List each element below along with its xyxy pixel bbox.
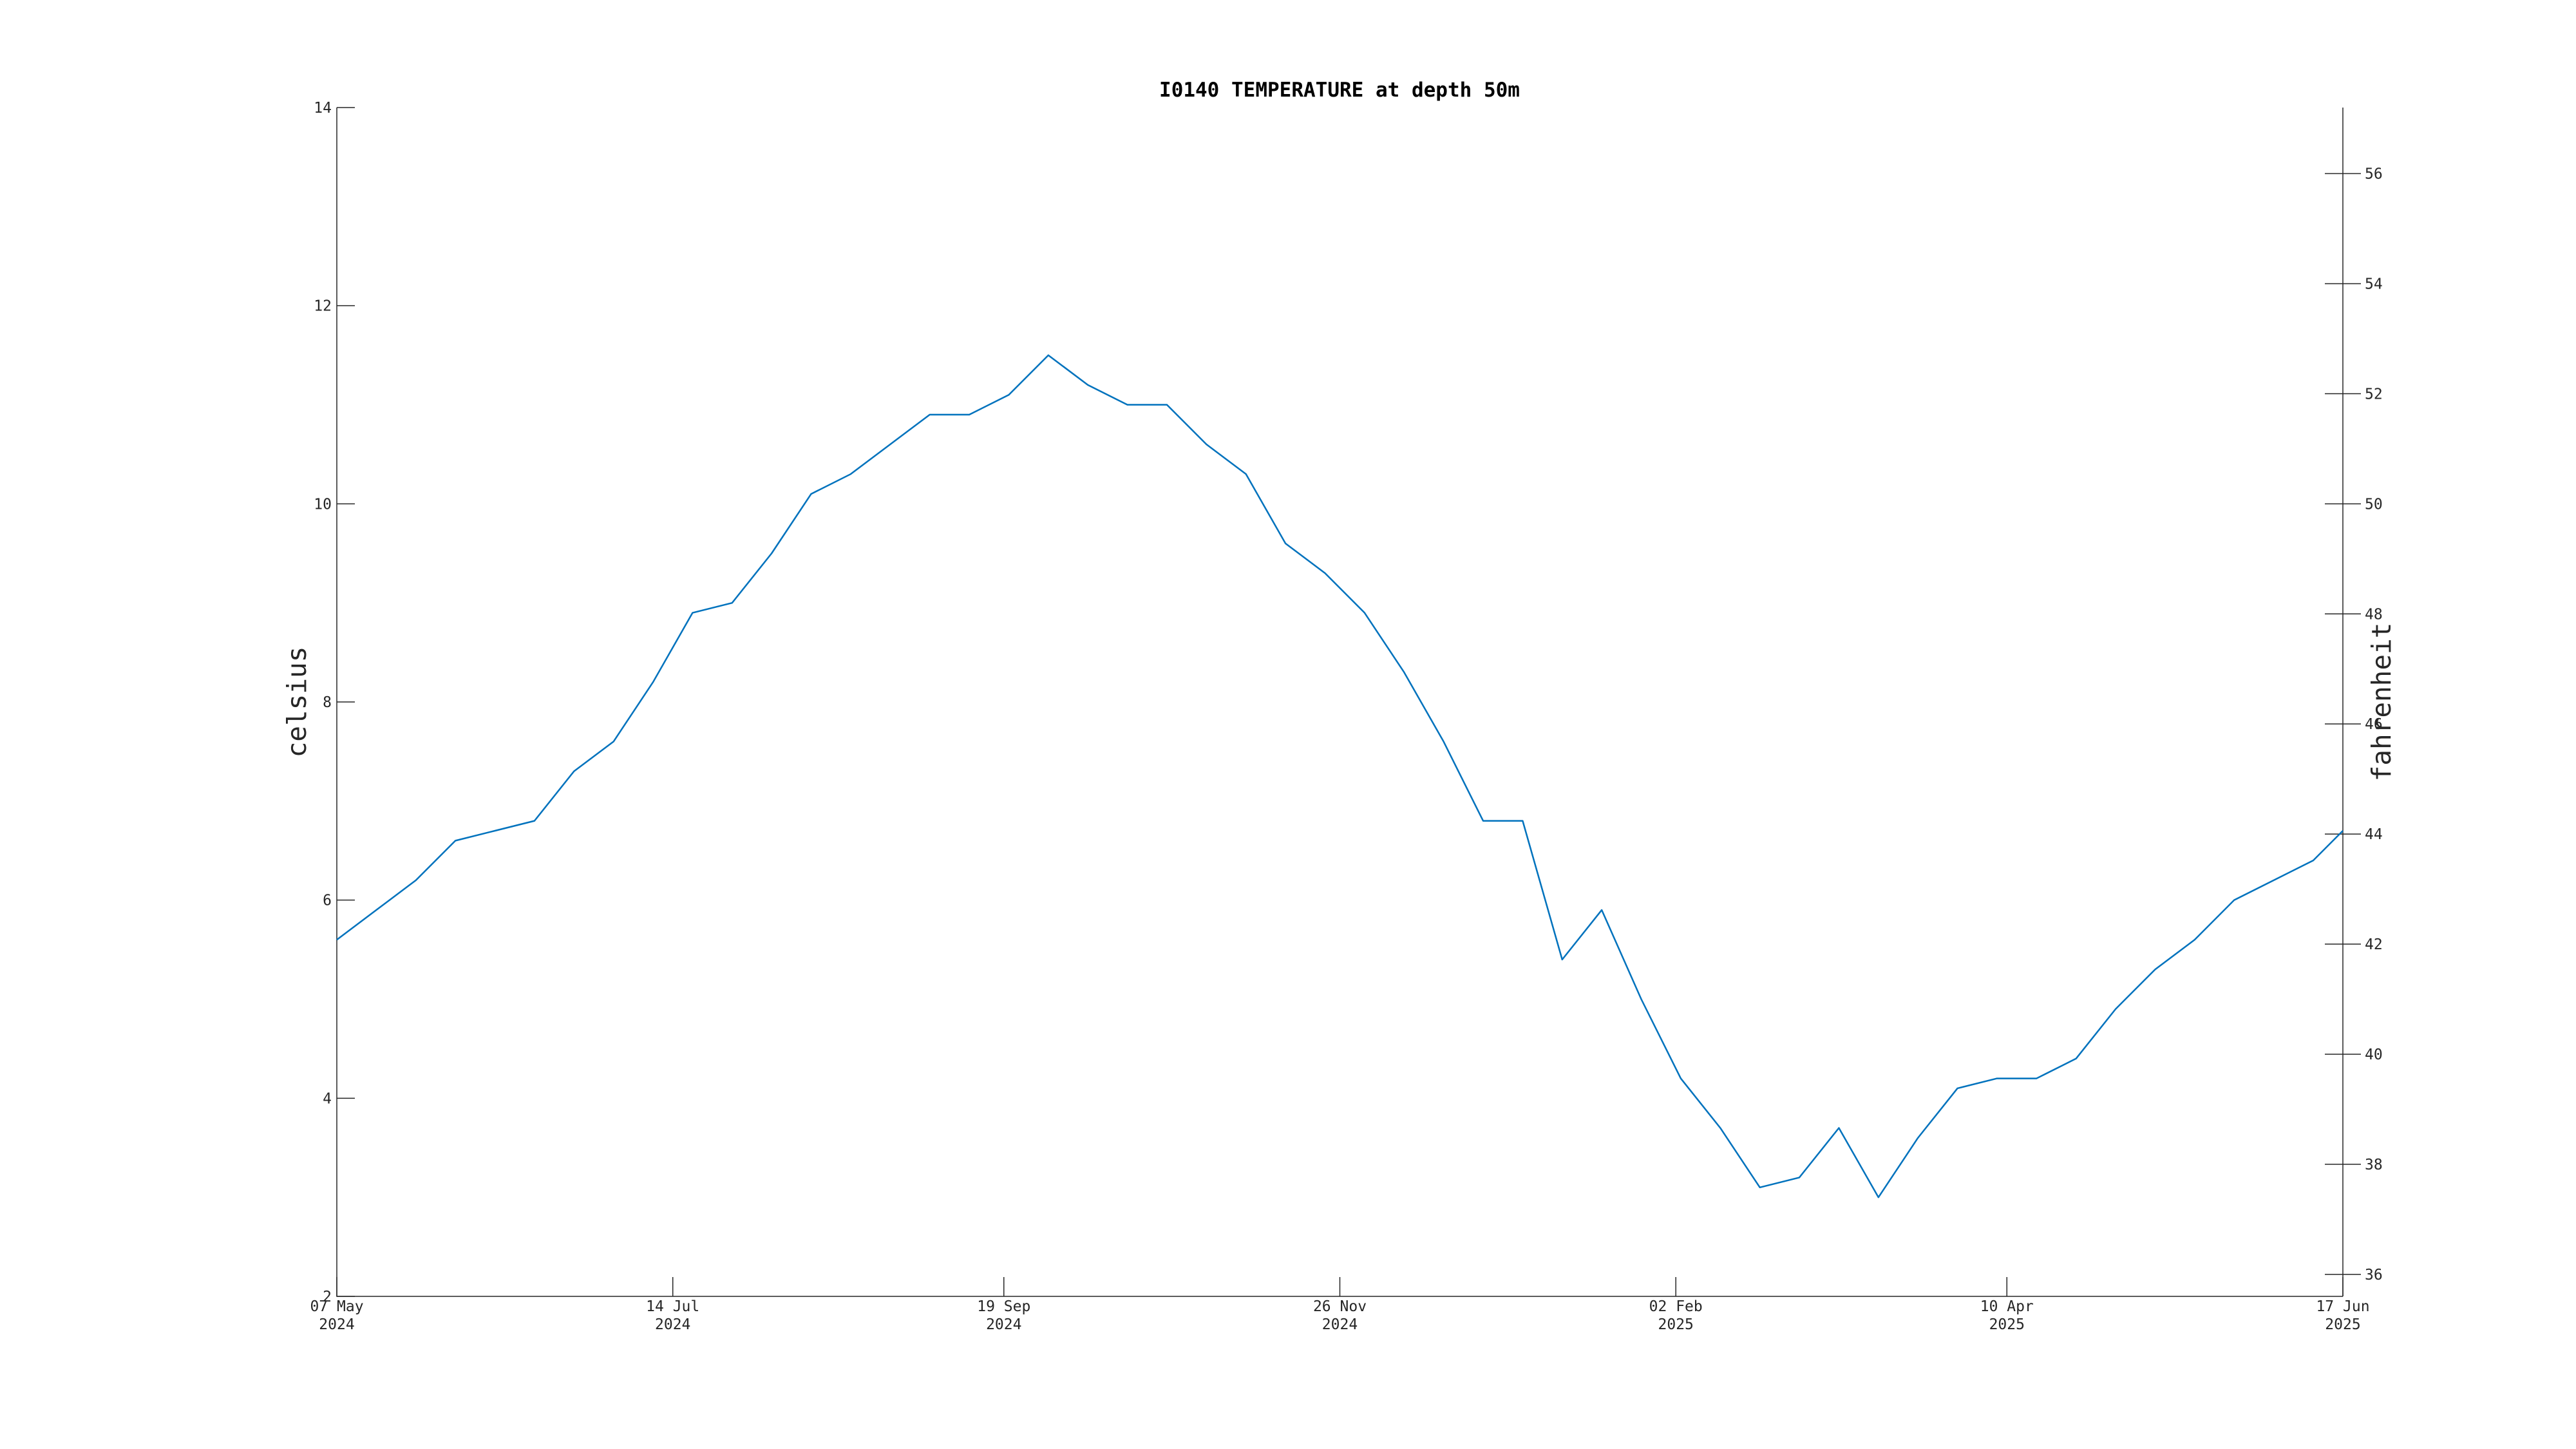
x-tick-label: 2024 [655,1316,690,1333]
y2-tick-label: 36 [2365,1267,2383,1283]
x-tick-label: 14 Jul [646,1298,699,1315]
y-tick-label: 8 [323,694,332,711]
x-tick-label: 19 Sep [977,1298,1030,1315]
x-tick-label: 2025 [1658,1316,1694,1333]
x-tick-label: 2024 [319,1316,354,1333]
x-tick-label: 10 Apr [1980,1298,2034,1315]
x-tick-label: 2024 [1322,1316,1358,1333]
y2-tick-label: 42 [2365,936,2383,953]
y2-tick-label: 44 [2365,826,2383,843]
y-tick-label: 6 [323,893,332,909]
y2-tick-label: 38 [2365,1157,2383,1173]
x-tick-label: 17 Jun [2316,1298,2369,1315]
y2-tick-label: 50 [2365,496,2383,513]
y-tick-label: 12 [314,298,332,315]
y-tick-label: 4 [323,1090,332,1107]
x-tick-label: 2025 [1989,1316,2025,1333]
x-tick-label: 07 May [310,1298,363,1315]
y2-tick-label: 56 [2365,166,2383,183]
y2-tick-label: 52 [2365,386,2383,402]
y-axis-label: celsius [281,647,312,758]
y-tick-label: 14 [314,100,332,117]
y-tick-label: 2 [323,1289,332,1305]
y2-tick-label: 48 [2365,606,2383,623]
y-tick-label: 10 [314,496,332,513]
y2-tick-label: 54 [2365,276,2383,292]
x-tick-label: 2025 [2325,1316,2360,1333]
x-tick-label: 02 Feb [1649,1298,1703,1315]
y2-axis-label: fahrenheit [2366,623,2397,782]
data-line [336,354,2344,1198]
y2-tick-label: 40 [2365,1046,2383,1063]
x-tick-label: 2024 [986,1316,1021,1333]
x-tick-label: 26 Nov [1313,1298,1367,1315]
chart-title: I0140 TEMPERATURE at depth 50m [1159,79,1520,102]
y2-tick-label: 46 [2365,716,2383,733]
